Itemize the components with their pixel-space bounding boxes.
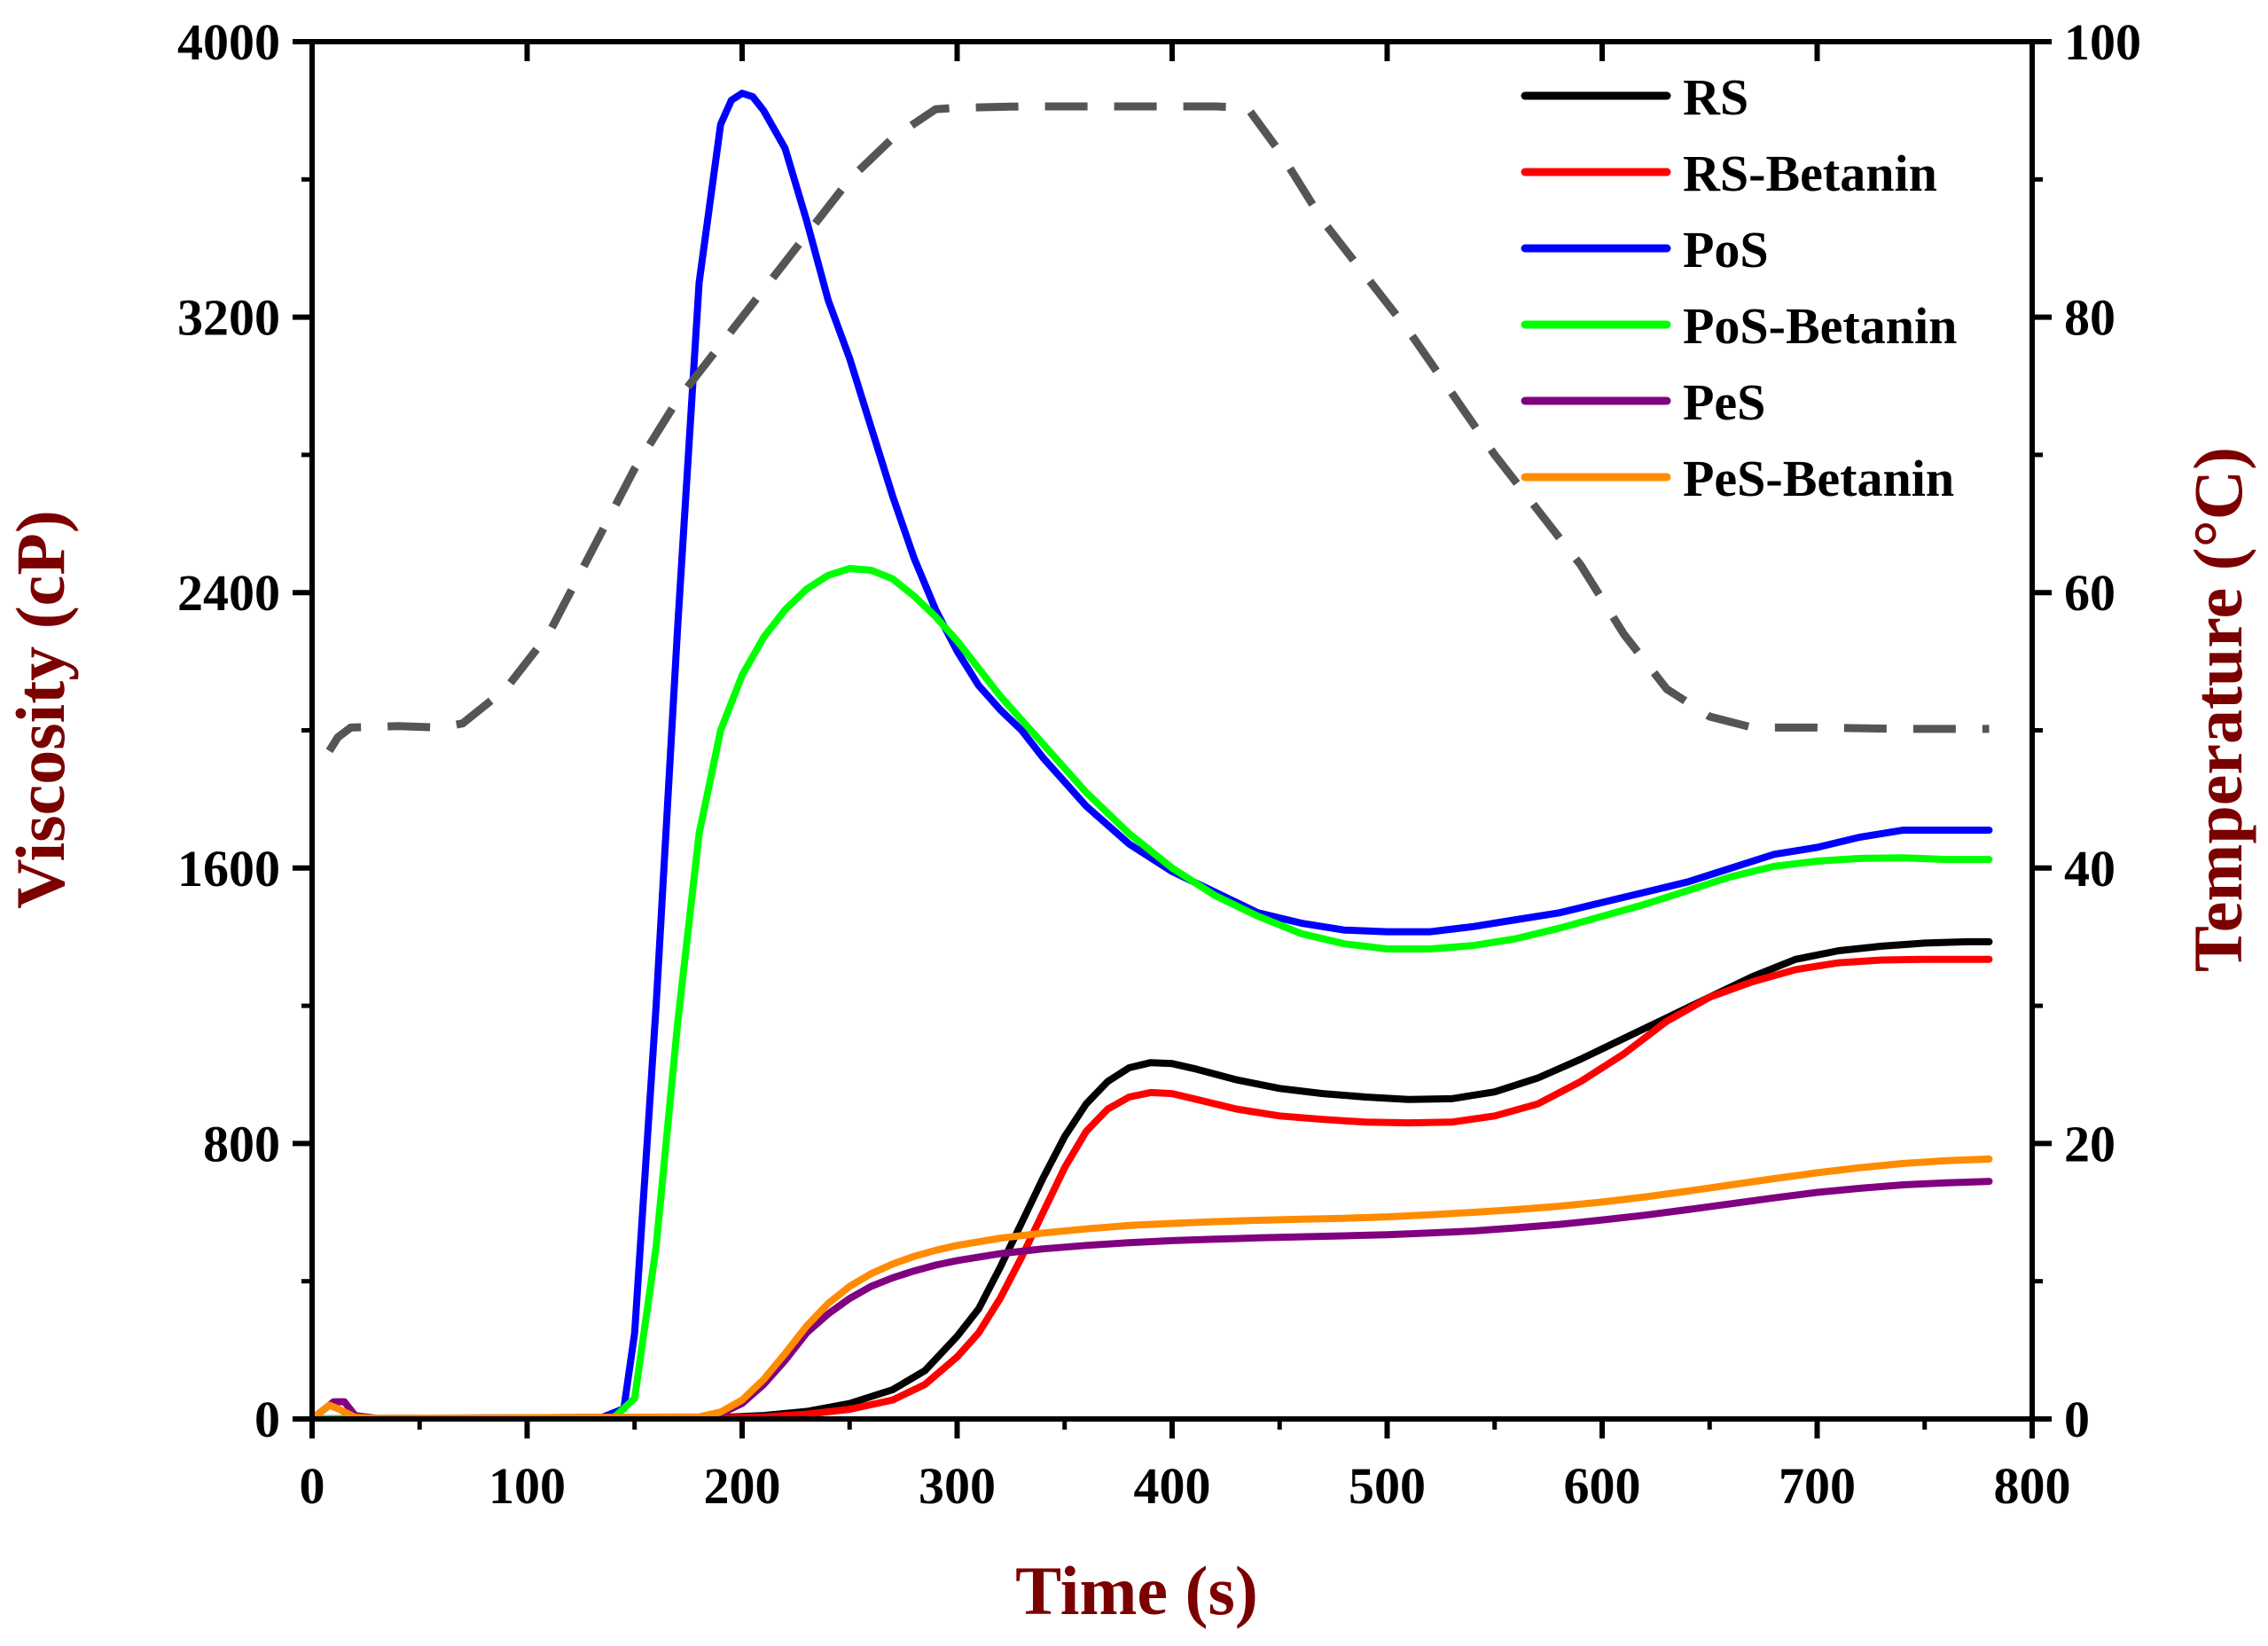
series-group [312, 90, 1993, 1419]
y2-axis-label: Temperature (°C) [2179, 447, 2256, 972]
legend-label: PeS-Betanin [1683, 450, 1954, 507]
x-tick-label: 600 [1564, 1457, 1641, 1515]
plot-frame [309, 39, 2035, 1422]
series-line-pes [312, 1178, 1993, 1419]
y-axis-label: Viscosity (cP) [2, 510, 79, 909]
y2-tick-label: 0 [2064, 1391, 2090, 1448]
y2-tick-label: 80 [2064, 289, 2115, 347]
y-tick-label: 2400 [177, 564, 280, 622]
y2-tick-label: 40 [2064, 840, 2115, 897]
x-axis-label: Time (s) [1015, 1552, 1258, 1629]
legend-label: RS [1683, 68, 1748, 126]
series-line-pes-betanin [312, 1155, 1993, 1419]
legend-label: PoS [1683, 221, 1769, 278]
x-tick-label: 300 [919, 1457, 996, 1515]
x-tick-label: 500 [1349, 1457, 1426, 1515]
x-tick-label: 100 [489, 1457, 566, 1515]
legend-label: PoS-Betanin [1683, 297, 1957, 355]
series-line-rs-betanin [312, 955, 1993, 1419]
x-tick-label: 0 [300, 1457, 325, 1515]
y-tick-label: 800 [203, 1115, 280, 1172]
legend: RS RS-Betanin PoS PoS-Betanin PeS PeS-Betanin [1521, 68, 1957, 507]
legend-label: PeS [1683, 373, 1765, 431]
y-tick-label: 1600 [177, 840, 280, 897]
y-tick-label: 3200 [177, 289, 280, 347]
series-line-pos [312, 90, 1993, 1419]
y2-tick-label: 20 [2064, 1115, 2115, 1172]
series-line-pos-betanin [312, 565, 1993, 1419]
x-tick-label: 400 [1134, 1457, 1211, 1515]
x-tick-label: 800 [1994, 1457, 2071, 1515]
series-line-temperature [325, 102, 1990, 754]
axes-group: 0 100 200 300 400 500 600 700 800080016002400320… [177, 13, 2141, 1515]
y-tick-label: 4000 [177, 13, 280, 71]
x-tick-label: 700 [1779, 1457, 1856, 1515]
x-tick-label: 200 [704, 1457, 781, 1515]
y2-tick-label: 60 [2064, 564, 2115, 622]
y-tick-label: 0 [254, 1391, 280, 1448]
y2-tick-label: 100 [2064, 13, 2141, 71]
legend-label: RS-Betanin [1683, 145, 1937, 202]
